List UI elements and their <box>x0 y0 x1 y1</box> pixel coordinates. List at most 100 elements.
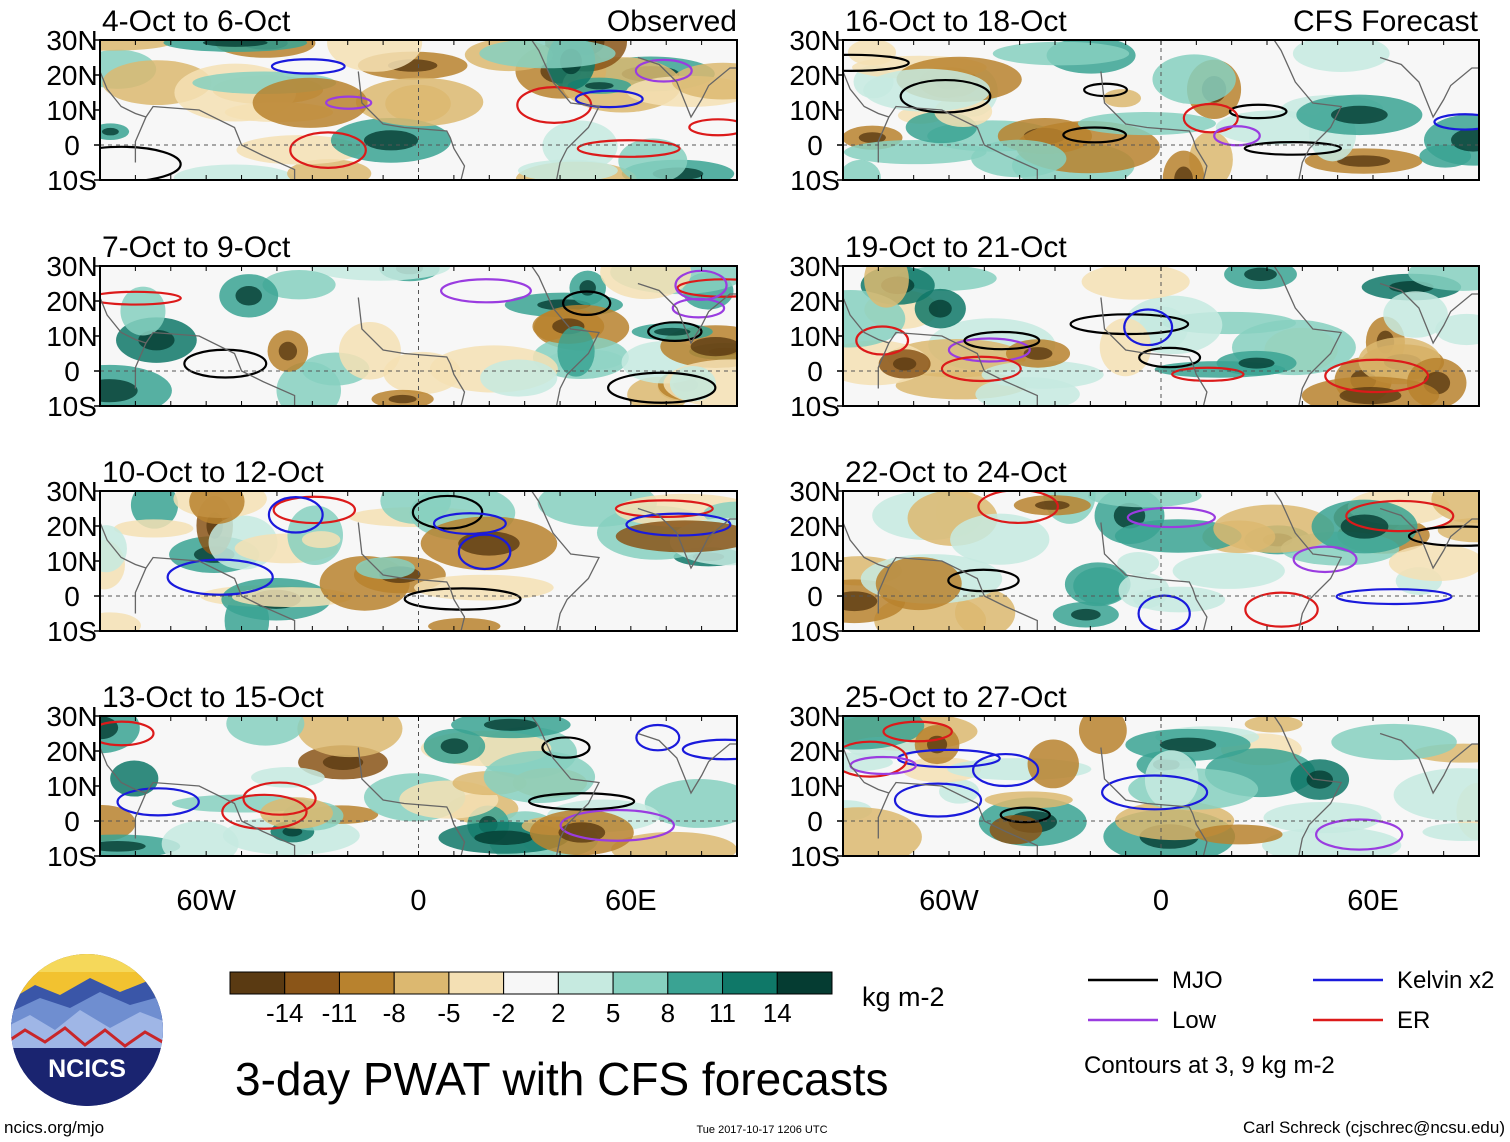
contour-loop <box>999 806 1051 824</box>
colorbar-swatch <box>229 971 286 995</box>
anomaly-blob <box>1244 716 1303 733</box>
contour-loop <box>688 118 737 137</box>
x-tick-label: 60E <box>605 885 657 917</box>
logo-text: NCICS <box>48 1055 126 1083</box>
anomaly-blob <box>297 716 403 758</box>
contour-loop <box>561 290 612 317</box>
anomaly-blob <box>1027 739 1079 789</box>
contour-loop <box>1101 774 1209 811</box>
anomaly-blob <box>479 40 616 69</box>
panel-period-label: 25-Oct to 27-Oct <box>845 681 1067 714</box>
contour-loop <box>1069 313 1190 336</box>
anomaly-core <box>363 130 419 151</box>
anomaly-blob <box>338 321 401 380</box>
colorbar-swatch <box>612 971 669 995</box>
contour-loop <box>100 720 155 747</box>
panel-period-label: 22-Oct to 24-Oct <box>845 456 1067 489</box>
contour-loop <box>940 355 1022 383</box>
anomaly-core <box>1451 128 1479 152</box>
panel-period-label: 13-Oct to 15-Oct <box>102 681 324 714</box>
anomaly-blob <box>843 807 922 856</box>
contour-loop <box>855 325 910 356</box>
anomaly-core <box>1337 155 1391 167</box>
contour-loop <box>1182 102 1239 134</box>
anomaly-blob <box>113 519 194 538</box>
anomaly-core <box>690 336 737 357</box>
y-tick-label: 0 <box>807 356 823 387</box>
contour-loop <box>1083 82 1128 98</box>
anomaly-blob <box>644 778 737 828</box>
anomaly-blob <box>120 286 166 336</box>
coastlines <box>843 266 1479 406</box>
contour-loop <box>100 145 182 180</box>
y-tick-label: 30N <box>46 251 97 282</box>
anomaly-blob <box>981 360 1104 389</box>
anomaly-blob <box>380 491 451 524</box>
contour-loop <box>183 348 268 379</box>
contour-loop <box>614 499 714 519</box>
y-tick-label: 30N <box>789 701 840 732</box>
anomaly-blob <box>863 68 991 112</box>
contour-loop <box>1315 818 1404 851</box>
anomaly-core <box>1034 500 1070 510</box>
y-tick-label: 30N <box>46 476 97 507</box>
anomaly-core <box>235 286 262 306</box>
legend: MJO Kelvin x2 Low ER <box>1088 967 1494 1034</box>
y-tick-label: 30N <box>789 476 840 507</box>
anomaly-core <box>1159 737 1217 752</box>
contour-loop <box>972 752 1040 788</box>
anomaly-blob <box>483 750 596 804</box>
anomaly-blob <box>1144 750 1199 810</box>
colorbar-label: 5 <box>606 998 620 1028</box>
y-tick-label: 30N <box>789 251 840 282</box>
anomaly-blob <box>1393 768 1479 822</box>
anomaly-core <box>579 280 596 296</box>
x-axis-labels: 60W 0 60E 60W 0 60E <box>176 885 1398 917</box>
contour-loop <box>607 371 717 404</box>
y-tick-label: 30N <box>789 25 840 56</box>
anomaly-blob <box>843 159 881 180</box>
contour-loop <box>1292 545 1358 574</box>
anomaly-core <box>1174 166 1194 180</box>
contour-loop <box>947 568 1020 593</box>
anomaly-blob <box>100 612 141 631</box>
contour-loop <box>681 738 737 761</box>
anomaly-blob <box>428 617 501 631</box>
anomaly-blob <box>1194 824 1283 845</box>
contour-loop <box>457 533 512 571</box>
ncics-logo: NCICS <box>11 954 163 1106</box>
contour-loop <box>576 139 681 158</box>
y-tick-label: 10N <box>789 546 840 577</box>
anomaly-blob <box>327 40 423 72</box>
y-tick-label: 0 <box>807 806 823 837</box>
anomaly-blob <box>1118 572 1170 609</box>
anomaly-core <box>585 82 614 90</box>
y-tick-label: 20N <box>46 736 97 767</box>
colorbar-swatch <box>557 971 614 995</box>
y-tick-label: 10N <box>46 321 97 352</box>
contour-loop <box>1126 506 1216 529</box>
anomaly-core <box>1244 267 1277 282</box>
anomaly-core <box>100 379 138 403</box>
colorbar-label: -5 <box>437 998 460 1028</box>
footer-url[interactable]: ncics.org/mjo <box>4 1118 104 1137</box>
y-tick-label: 10N <box>46 771 97 802</box>
contour-loop <box>635 723 681 752</box>
anomaly-core <box>1070 608 1101 621</box>
legend-label: Kelvin x2 <box>1397 967 1494 994</box>
panel-period-label: 10-Oct to 12-Oct <box>102 456 324 489</box>
contour-loop <box>221 793 308 830</box>
anomaly-blob <box>1213 504 1335 553</box>
anomaly-blob <box>1263 801 1382 834</box>
anomaly-blob <box>262 270 336 300</box>
x-tick-label: 0 <box>1153 885 1169 917</box>
anomaly-core <box>558 822 606 843</box>
colorbar-label: -11 <box>322 998 358 1028</box>
contour-loop <box>1433 113 1479 131</box>
anomaly-core <box>278 341 298 361</box>
contour-loop <box>647 321 703 342</box>
contour-loop <box>1335 588 1453 606</box>
anomaly-blob <box>100 40 172 51</box>
